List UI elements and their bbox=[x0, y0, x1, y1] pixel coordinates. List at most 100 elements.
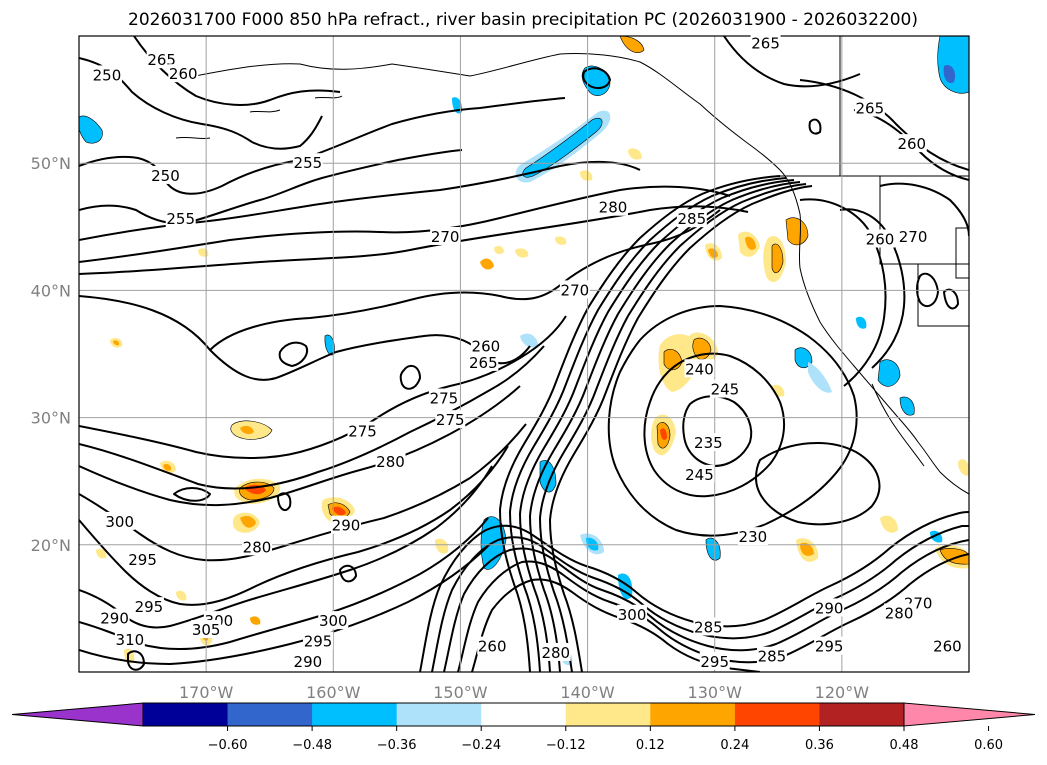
baja-coastline bbox=[871, 383, 925, 467]
contour-line bbox=[549, 185, 813, 672]
contour-label-bg bbox=[598, 197, 628, 216]
contour-closed bbox=[916, 272, 939, 308]
contour-label: 245 bbox=[711, 381, 740, 399]
contour-label: 275 bbox=[430, 390, 459, 408]
colorbar-segment bbox=[565, 703, 651, 726]
contour-label-bg bbox=[318, 611, 349, 630]
contour-label: 285 bbox=[694, 618, 723, 636]
shade-yellow bbox=[96, 548, 107, 559]
colorbar-tick-label: 0.24 bbox=[720, 738, 749, 753]
contour-line bbox=[471, 578, 761, 672]
lon-tick-label: 150°W bbox=[433, 683, 488, 702]
contour-label: 295 bbox=[700, 653, 729, 671]
contour-label-bg bbox=[693, 433, 724, 452]
contour-line bbox=[539, 183, 807, 672]
shade-orange bbox=[771, 243, 784, 274]
contour-label: 260 bbox=[478, 638, 507, 656]
contour-label-bg bbox=[898, 226, 929, 245]
shade-blue bbox=[705, 537, 721, 561]
contour-closed bbox=[755, 442, 881, 526]
colorbar-tick-label: −0.48 bbox=[292, 738, 332, 753]
contour-label-bg bbox=[375, 452, 406, 471]
gridlines bbox=[79, 36, 969, 672]
contour-label-bg bbox=[428, 388, 459, 407]
shade-orange bbox=[240, 515, 256, 528]
contour-closed bbox=[607, 305, 858, 537]
contour-label-bg bbox=[865, 229, 895, 248]
alaska-coastline bbox=[174, 52, 781, 171]
contour-label: 235 bbox=[694, 434, 723, 452]
shade-lightblue bbox=[520, 333, 538, 348]
shade-yellow bbox=[494, 245, 504, 255]
contour-line bbox=[209, 209, 721, 351]
shade-orange bbox=[163, 463, 172, 471]
shade-blue bbox=[877, 359, 901, 387]
contour-closed bbox=[808, 118, 822, 135]
contour-line bbox=[431, 525, 969, 672]
contour-line bbox=[443, 539, 969, 672]
contour-line bbox=[839, 208, 906, 369]
contour-label: 295 bbox=[304, 632, 333, 650]
contour-label: 290 bbox=[294, 653, 323, 671]
contour-label: 280 bbox=[599, 199, 628, 217]
contour-label-bg bbox=[896, 134, 927, 153]
contour-label-bg bbox=[470, 336, 501, 355]
colorbar-segment bbox=[650, 703, 736, 726]
contour-label: 280 bbox=[541, 644, 570, 662]
contour-closed bbox=[582, 67, 611, 89]
contour-line bbox=[509, 177, 787, 672]
shade-blue bbox=[522, 117, 603, 178]
colorbar-segment bbox=[396, 703, 482, 726]
colorbar-tick-label: −0.12 bbox=[546, 738, 586, 753]
colorbar-extend-low bbox=[11, 702, 144, 727]
shade-orange bbox=[708, 248, 718, 258]
colorbar-outline bbox=[142, 702, 905, 727]
contour-label: 245 bbox=[685, 466, 714, 484]
contour-label-bg bbox=[146, 50, 177, 69]
contour-label-bg bbox=[814, 598, 845, 617]
contour-label: 275 bbox=[348, 423, 377, 441]
contour-closed bbox=[399, 364, 421, 390]
contour-label: 255 bbox=[166, 210, 195, 228]
contour-label-bg bbox=[303, 631, 334, 650]
west-coastline bbox=[779, 169, 969, 495]
contour-label: 280 bbox=[243, 538, 272, 556]
shade-blue bbox=[324, 334, 335, 356]
aleutian-islands bbox=[175, 95, 343, 140]
shade-yellow bbox=[555, 236, 567, 245]
contour-closed bbox=[682, 395, 753, 467]
shade-blue bbox=[586, 537, 599, 551]
contour-label-bg bbox=[477, 636, 508, 655]
contour-line bbox=[799, 79, 969, 171]
contour-label-bg bbox=[331, 515, 361, 534]
contour-label: 290 bbox=[100, 610, 129, 628]
contour-label-bg bbox=[292, 651, 323, 670]
lon-tick-label: 130°W bbox=[688, 683, 743, 702]
contour-line bbox=[79, 385, 521, 507]
contour-label-bg bbox=[709, 379, 740, 398]
contour-label: 310 bbox=[116, 631, 145, 649]
colorbar bbox=[11, 702, 1036, 727]
contour-line bbox=[79, 423, 527, 562]
shade-yellow bbox=[580, 170, 593, 181]
shade-red bbox=[660, 428, 667, 440]
contour-label-bg bbox=[114, 630, 145, 649]
shade-yellow bbox=[628, 148, 642, 160]
contour-label: 250 bbox=[151, 167, 180, 185]
colorbar-segment bbox=[143, 703, 229, 726]
contour-label-bg bbox=[104, 511, 135, 530]
contour-line bbox=[529, 181, 801, 672]
lat-tick-label: 20°N bbox=[31, 536, 71, 555]
contour-label-bg bbox=[242, 537, 272, 556]
contour-label: 250 bbox=[93, 66, 122, 84]
contour-label: 300 bbox=[618, 606, 647, 624]
contour-label-bg bbox=[559, 280, 590, 299]
contour-label: 305 bbox=[192, 621, 221, 639]
contour-label-bg bbox=[292, 153, 323, 172]
shade-orange bbox=[745, 236, 756, 250]
map-frame bbox=[78, 35, 970, 673]
lat-tick-label: 30°N bbox=[31, 409, 71, 428]
contour-label: 270 bbox=[899, 228, 928, 246]
